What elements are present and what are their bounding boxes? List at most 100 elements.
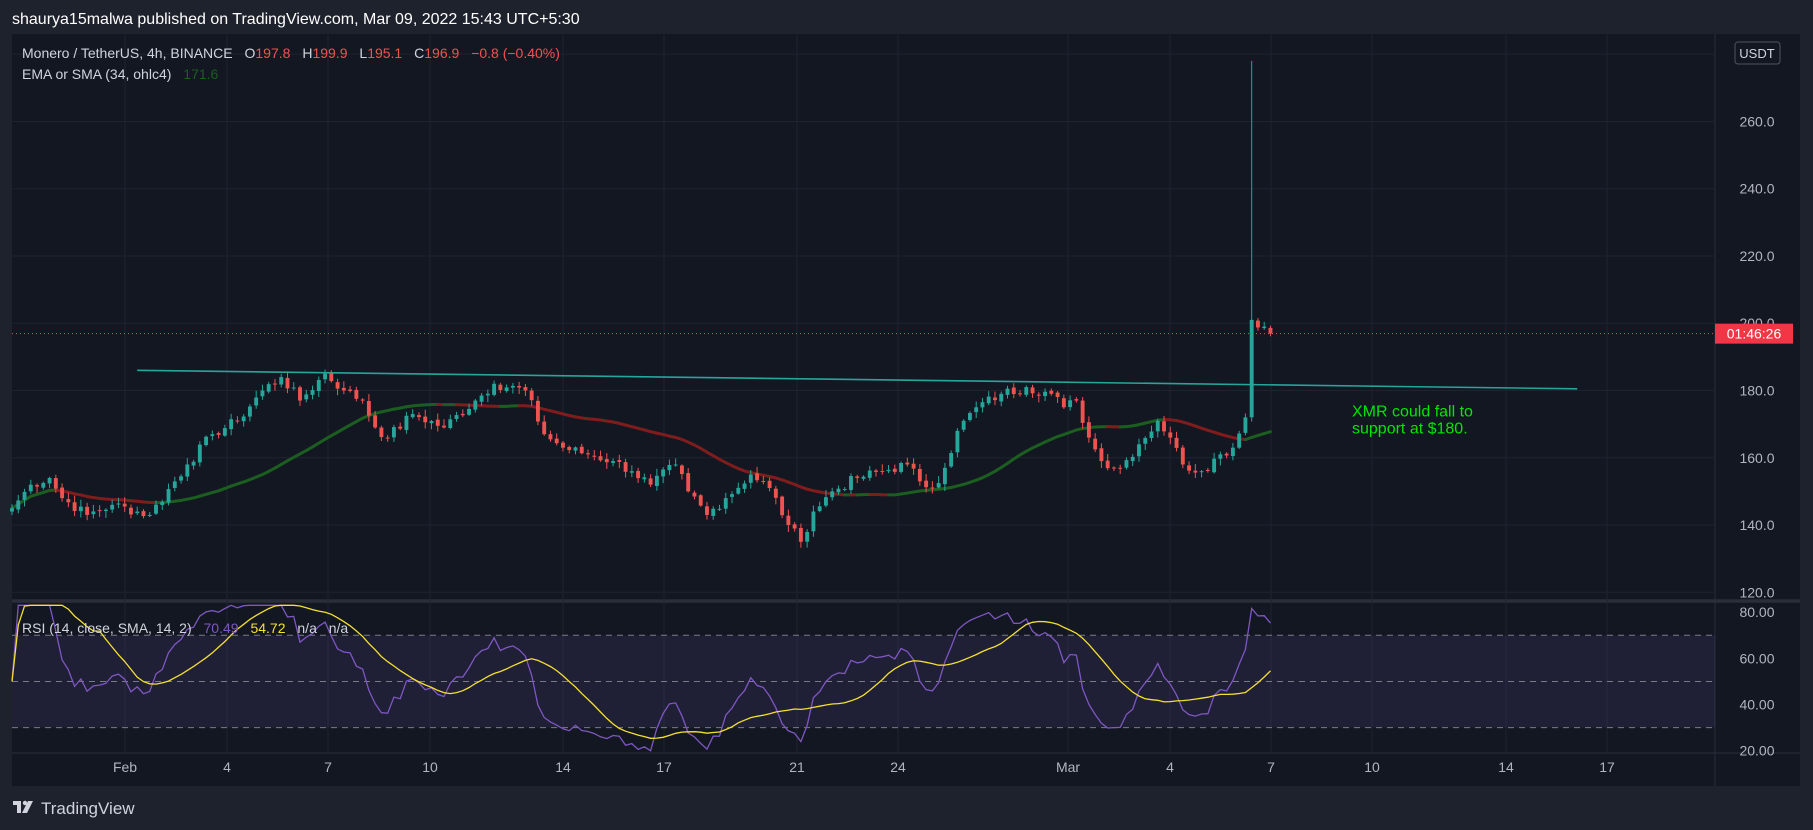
candle-body [35,485,39,487]
candle-body [103,509,108,511]
candle-body [22,491,27,500]
candle-body [172,481,177,488]
candle-body [166,489,171,503]
candle [967,411,972,422]
candle-body [442,425,446,428]
candle-body [705,506,709,515]
rsi-lines-group [11,604,1271,752]
candle [1149,425,1154,442]
candle [598,450,603,462]
candle-body [1049,390,1054,394]
price-axis[interactable] [1715,34,1800,599]
candle-body [667,464,672,471]
time-tick-label: 17 [1599,759,1615,775]
candle-body [592,455,597,457]
candle [1118,464,1123,475]
candle-body [304,394,309,400]
candle-body [1199,471,1204,473]
candle-body [874,470,878,472]
candle-body [773,488,778,498]
trendline-group[interactable] [137,369,1578,390]
candle [1124,457,1129,470]
candle-body [523,387,528,391]
tradingview-logo[interactable]: TradingView [13,799,135,818]
candle-body [1205,469,1210,471]
candle-body [247,406,252,417]
candles-group[interactable] [10,60,1273,548]
candle-body [974,407,979,413]
candle [1187,461,1192,475]
candle [1243,413,1248,436]
candle [485,389,490,403]
candle [1018,390,1022,397]
price-tick-label: 220.0 [1739,248,1774,264]
candle [229,413,234,436]
time-tick-label: Feb [113,759,137,775]
candle-body [473,400,478,410]
candle [323,369,327,384]
candle [385,435,390,442]
candle [1162,416,1166,436]
candle [247,404,252,422]
candle-body [310,390,315,395]
candle-body [905,462,910,465]
candle [867,465,872,481]
main-legend[interactable]: Monero / TetherUS, 4h, BINANCE O197.8 H1… [22,45,560,61]
candle-body [924,480,929,488]
candle-body [235,420,240,422]
ma-legend[interactable]: EMA or SMA (34, ohlc4) 171.6 [22,66,219,82]
candle [1212,452,1217,474]
candle-body [736,487,741,494]
candle [730,491,734,504]
rsi-axis[interactable] [1715,603,1800,753]
rsi-sma-value: 54.72 [250,620,285,636]
candle [855,474,860,484]
candle-body [504,387,509,392]
candle-body [1262,326,1267,329]
candle [310,385,315,400]
candle [1099,443,1104,468]
candle-body [53,478,58,489]
candle-body [129,507,133,515]
candle-body [611,461,615,463]
candle-body [911,463,916,469]
rsi-legend[interactable]: RSI (14, close, SMA, 14, 2) 70.49 54.72 … [22,620,348,636]
candle-body [617,460,622,462]
candle-body [1218,454,1223,459]
candle [1218,451,1223,466]
open-label: O [245,45,256,61]
candle-body [460,413,465,416]
time-axis[interactable] [12,753,1800,786]
price-pane[interactable] [12,34,1715,599]
candle [942,462,947,492]
candle [1249,60,1254,422]
candle-body [867,470,872,478]
candle [629,465,634,478]
candle [47,476,52,489]
candle-body [999,393,1004,402]
candle-body [410,414,415,418]
annotation-line-2[interactable]: support at $180. [1352,420,1468,437]
currency-button[interactable] [1734,41,1781,65]
candle [1093,433,1098,453]
candle-body [1149,431,1154,438]
high-value: 199.9 [312,45,347,61]
candle-body [792,524,797,529]
candle [404,411,409,434]
candle-body [961,420,966,430]
candle-body [1180,447,1185,465]
candle-body [786,515,791,526]
candle-body [717,508,722,510]
annotation-line-1[interactable]: XMR could fall to [1352,403,1473,420]
candle [354,386,359,402]
time-tick-label: 4 [1166,759,1174,775]
candle [567,445,572,454]
candle [216,431,221,439]
candle-body [204,436,209,446]
candle [141,509,146,519]
candle-body [366,400,371,416]
candle-body [391,427,396,438]
candle [836,485,841,495]
candle-body [811,511,816,532]
